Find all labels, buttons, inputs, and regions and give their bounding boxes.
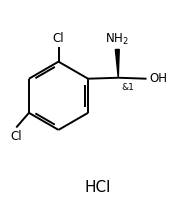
Text: HCl: HCl	[84, 180, 111, 195]
Text: &1: &1	[122, 83, 135, 92]
Polygon shape	[115, 49, 119, 78]
Text: NH$_2$: NH$_2$	[105, 32, 129, 46]
Text: OH: OH	[149, 72, 167, 85]
Text: Cl: Cl	[11, 130, 22, 143]
Text: Cl: Cl	[53, 32, 64, 45]
